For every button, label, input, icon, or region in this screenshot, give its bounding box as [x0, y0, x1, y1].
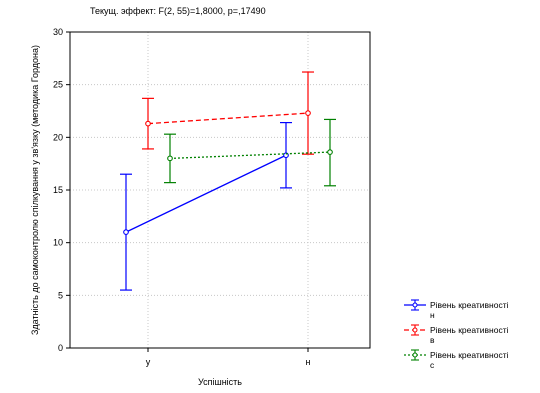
data-point [305, 110, 311, 116]
legend-label: Рівень креативності н [430, 300, 509, 320]
series-group [120, 71, 336, 291]
x-tick-label: н [306, 357, 311, 367]
series-0 [120, 121, 292, 291]
legend-swatch-marker [412, 302, 418, 308]
legend-item: Рівень креативності в [404, 324, 509, 345]
x-tick-label: у [146, 357, 151, 367]
legend-swatch-marker [412, 327, 418, 333]
legend-swatch-marker [412, 352, 418, 358]
legend-item: Рівень креативності с [404, 349, 509, 370]
data-point [123, 229, 129, 235]
series-line [147, 112, 309, 125]
data-point [327, 149, 333, 155]
series-line [125, 154, 287, 233]
y-tick-label: 0 [58, 343, 63, 353]
y-axis-label: Здатність до самоконтролю спілкування у … [30, 45, 40, 335]
y-tick-label: 15 [53, 185, 63, 195]
legend-label: Рівень креативності с [430, 350, 509, 370]
data-point [167, 155, 173, 162]
series-1 [142, 71, 314, 155]
data-point [145, 120, 151, 127]
y-tick-label: 5 [58, 290, 63, 300]
legend-label: Рівень креативності в [430, 325, 509, 345]
y-tick-label: 10 [53, 238, 63, 248]
series-2 [164, 118, 336, 187]
y-tick-label: 20 [53, 132, 63, 142]
x-axis-label: Успішність [198, 377, 242, 387]
legend-item: Рівень креативності н [404, 299, 509, 320]
grid [70, 32, 370, 348]
y-tick-label: 25 [53, 80, 63, 90]
y-axis: 0 5 10 15 20 25 30 [53, 27, 70, 353]
y-tick-label: 30 [53, 27, 63, 37]
chart-title: Текущ. эффект: F(2, 55)=1,8000, p=,17490 [90, 6, 266, 16]
legend: Рівень креативності н Рівень креативності в… [404, 299, 509, 370]
series-line [169, 151, 331, 160]
